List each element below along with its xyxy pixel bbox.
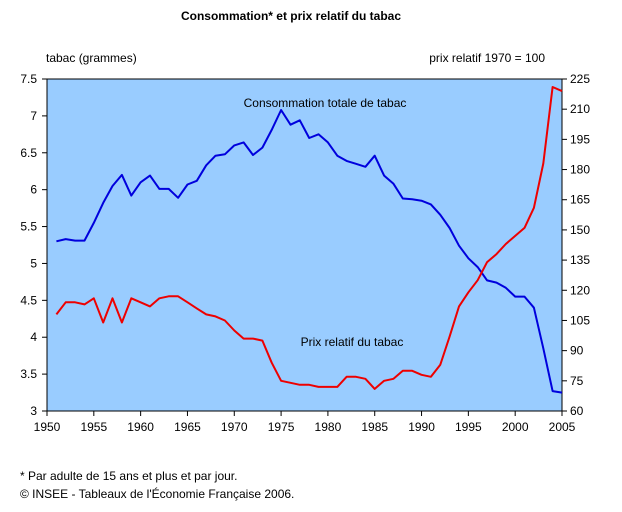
chart-title: Consommation* et prix relatif du tabac <box>181 9 401 23</box>
right-y-tick-label: 120 <box>570 283 590 297</box>
consumption-line <box>56 109 563 394</box>
left-y-tick-label: 4 <box>30 330 37 344</box>
x-tick-label: 1990 <box>408 420 435 434</box>
right-y-tick-label: 150 <box>570 223 590 237</box>
consumption-annotation: Consommation totale de tabac <box>244 96 407 110</box>
x-tick-label: 2000 <box>502 420 529 434</box>
x-tick-label: 1975 <box>268 420 295 434</box>
left-y-tick-label: 6.5 <box>20 146 37 160</box>
left-y-tick-label: 4.5 <box>20 293 37 307</box>
left-y-tick-label: 3 <box>30 404 37 418</box>
left-y-axis: 3 3.5 4 4.5 5 5.5 6 6.5 7 7.5 <box>20 72 47 418</box>
x-tick-label: 1985 <box>361 420 388 434</box>
price-annotation: Prix relatif du tabac <box>301 335 404 349</box>
left-y-tick-label: 3.5 <box>20 367 37 381</box>
footnote-copyright: © INSEE - Tableaux de l'Économie Françai… <box>20 487 295 501</box>
right-axis-label: prix relatif 1970 = 100 <box>429 51 545 65</box>
x-tick-label: 2005 <box>549 420 576 434</box>
right-y-tick-label: 165 <box>570 193 590 207</box>
series-layer <box>55 86 563 394</box>
right-y-tick-label: 60 <box>570 404 584 418</box>
x-tick-label: 1970 <box>221 420 248 434</box>
right-y-tick-label: 210 <box>570 102 590 116</box>
right-y-tick-label: 105 <box>570 313 590 327</box>
right-y-axis: 60 75 90 105 120 135 150 165 180 195 210 225 <box>562 72 590 418</box>
left-y-tick-label: 7.5 <box>20 72 37 86</box>
x-tick-label: 1965 <box>174 420 201 434</box>
right-y-tick-label: 225 <box>570 72 590 86</box>
footnote-per-adult: * Par adulte de 15 ans et plus et par jo… <box>20 469 238 483</box>
x-tick-label: 1980 <box>315 420 342 434</box>
left-y-tick-label: 7 <box>30 109 37 123</box>
left-y-tick-label: 5.5 <box>20 220 37 234</box>
left-y-tick-label: 6 <box>30 183 37 197</box>
right-y-tick-label: 180 <box>570 163 590 177</box>
plot-area <box>46 78 563 412</box>
x-tick-label: 1950 <box>34 420 61 434</box>
x-tick-label: 1955 <box>80 420 107 434</box>
left-axis-label: tabac (grammes) <box>46 51 137 65</box>
x-tick-label: 1995 <box>455 420 482 434</box>
x-tick-label: 1960 <box>127 420 154 434</box>
x-axis: 1950 1955 1960 1965 1970 1975 1980 1985 1990 1995… <box>34 411 576 434</box>
right-y-tick-label: 195 <box>570 132 590 146</box>
right-y-tick-label: 135 <box>570 253 590 267</box>
right-y-tick-label: 75 <box>570 374 584 388</box>
left-y-tick-label: 5 <box>30 256 37 270</box>
relative-price-line <box>55 86 563 390</box>
right-y-tick-label: 90 <box>570 344 584 358</box>
